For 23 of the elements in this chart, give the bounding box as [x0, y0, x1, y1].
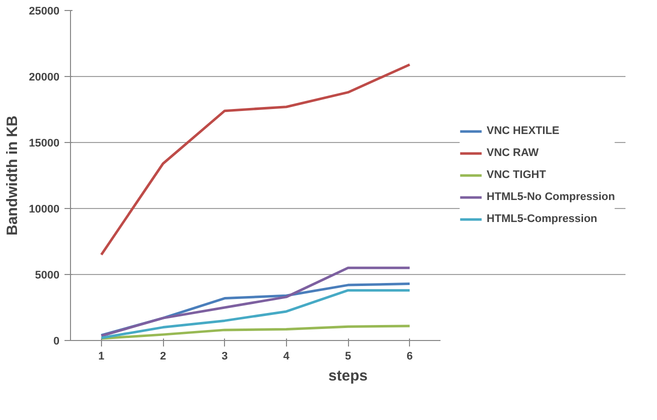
y-tick-label: 20000 — [28, 72, 60, 84]
line-series — [100, 289, 411, 340]
x-tick-label: 5 — [344, 350, 352, 362]
y-tick-label: 25000 — [28, 6, 60, 18]
y-tick-label: 5000 — [35, 270, 60, 282]
x-tick-label: 3 — [222, 350, 228, 362]
line-series — [100, 63, 411, 256]
y-tick-label: 10000 — [28, 204, 60, 216]
legend-label: VNC HEXTILE — [486, 125, 560, 137]
legend-label: HTML5-Compression — [486, 213, 598, 225]
legend-label: VNC TIGHT — [486, 169, 546, 181]
legend-label: VNC RAW — [486, 147, 539, 159]
x-tick-label: 2 — [160, 350, 166, 362]
line-series — [100, 324, 411, 340]
x-tick-label: 4 — [283, 350, 290, 362]
y-tick-label: 15000 — [28, 138, 60, 150]
x-tick-label: 1 — [98, 350, 104, 362]
y-axis-title: Bandwidth in KB — [4, 115, 21, 236]
x-tick-label: 6 — [406, 350, 413, 362]
line-series — [100, 266, 411, 338]
legend-label: HTML5-No Compression — [486, 191, 615, 203]
y-tick-label: 0 — [53, 336, 60, 348]
x-axis-title: steps — [328, 368, 368, 384]
